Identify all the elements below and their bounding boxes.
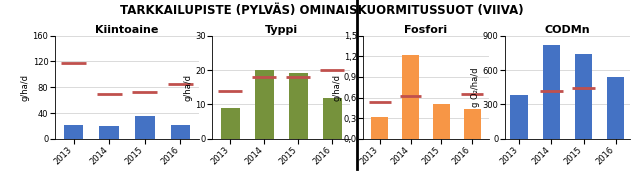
- Bar: [221, 108, 240, 139]
- Title: CODMn: CODMn: [545, 25, 590, 35]
- Bar: [64, 125, 84, 139]
- Title: Typpi: Typpi: [265, 25, 298, 35]
- Title: Kiintoaine: Kiintoaine: [95, 25, 159, 35]
- Y-axis label: g O₂/ha/d: g O₂/ha/d: [471, 67, 480, 107]
- Bar: [607, 77, 624, 139]
- Bar: [464, 109, 481, 139]
- Bar: [100, 126, 119, 139]
- Bar: [135, 116, 154, 139]
- Y-axis label: g/ha/d: g/ha/d: [332, 74, 341, 101]
- Bar: [323, 98, 341, 139]
- Bar: [371, 117, 388, 139]
- Bar: [255, 70, 274, 139]
- Y-axis label: g/ha/d: g/ha/d: [21, 74, 30, 101]
- Bar: [170, 125, 190, 139]
- Text: TARKKAILUPISTE (PYLVÄS) OMINAISKUORMITUSSUOT (VIIVA): TARKKAILUPISTE (PYLVÄS) OMINAISKUORMITUS…: [120, 4, 523, 17]
- Bar: [511, 95, 528, 139]
- Bar: [433, 104, 450, 139]
- Bar: [289, 74, 307, 139]
- Bar: [543, 45, 560, 139]
- Title: Fosfori: Fosfori: [404, 25, 448, 35]
- Bar: [575, 54, 592, 139]
- Y-axis label: g/ha/d: g/ha/d: [183, 74, 192, 101]
- Bar: [402, 55, 419, 139]
